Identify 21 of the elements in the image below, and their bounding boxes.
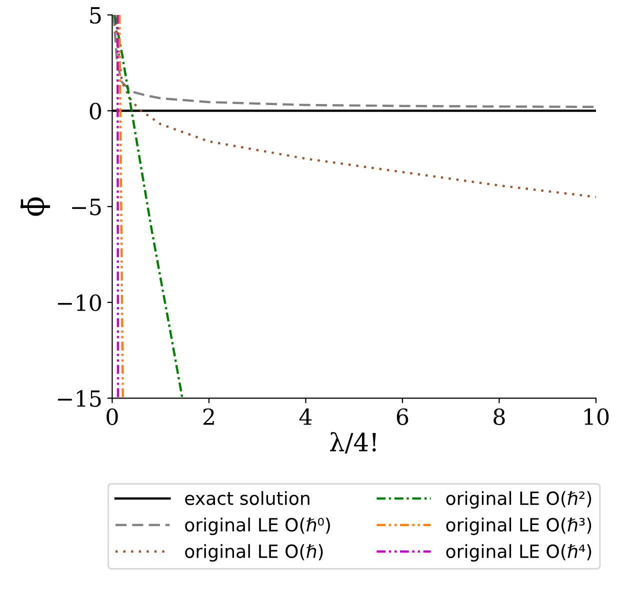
x-tick-label: 10 bbox=[584, 408, 609, 426]
legend-label: original LE O(ℏ) bbox=[185, 544, 323, 562]
line-series bbox=[114, 14, 596, 198]
line-series bbox=[112, 14, 596, 108]
x-axis-title: λ/4! bbox=[330, 432, 376, 454]
x-tick-label: 6 bbox=[396, 408, 408, 426]
x-tick-label: 8 bbox=[494, 408, 505, 426]
legend-label: original LE O(ℏ⁴) bbox=[446, 544, 592, 562]
x-tick-label: 0 bbox=[106, 408, 118, 426]
legend-label: original LE O(ℏ³) bbox=[446, 518, 592, 536]
y-tick-label: −15 bbox=[58, 390, 101, 407]
x-tick-label: 2 bbox=[203, 408, 214, 425]
y-tick-label: −5 bbox=[72, 198, 101, 216]
legend-label: exact solution bbox=[185, 491, 310, 506]
y-axis-title: ϕ̄ bbox=[20, 197, 50, 216]
legend-label: original LE O(ℏ²) bbox=[446, 491, 592, 509]
y-tick-label: −10 bbox=[58, 294, 102, 312]
legend-label: original LE O(ℏ⁰) bbox=[185, 518, 330, 536]
x-tick-label: 4 bbox=[299, 408, 312, 425]
y-tick-label: 5 bbox=[90, 7, 101, 24]
y-tick-label: 0 bbox=[90, 102, 102, 120]
